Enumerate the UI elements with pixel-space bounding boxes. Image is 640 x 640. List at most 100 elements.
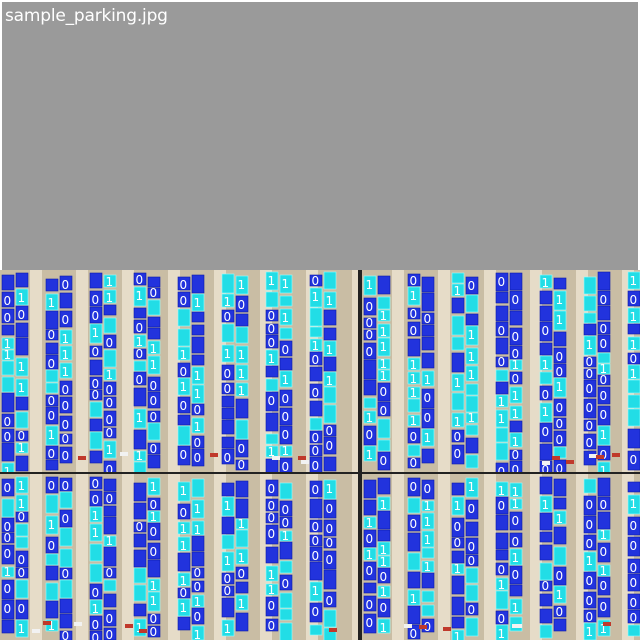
detection-box-occupied: 1 bbox=[15, 476, 29, 494]
detection-box-occupied: 1 bbox=[191, 520, 205, 537]
detection-class-label: 0 bbox=[410, 517, 418, 531]
detection-box-empty: 0 bbox=[191, 435, 205, 450]
detection-box-empty bbox=[15, 337, 29, 356]
detection-box-occupied: 1 bbox=[147, 340, 161, 356]
detection-class-label: 0 bbox=[268, 336, 276, 350]
detection-box-empty: 0 bbox=[103, 426, 117, 440]
detection-class-label: 0 bbox=[62, 432, 70, 446]
detection-class-label: 0 bbox=[48, 447, 56, 461]
detection-box-occupied: 1 bbox=[627, 336, 640, 352]
detection-box-occupied bbox=[221, 534, 235, 550]
detection-class-label: 1 bbox=[194, 502, 202, 516]
detection-class-label: 0 bbox=[106, 566, 114, 580]
detection-class-label: 0 bbox=[498, 355, 506, 369]
detection-class-label: 0 bbox=[586, 537, 594, 551]
detection-class-label: 0 bbox=[194, 566, 202, 580]
detection-class-label: 1 bbox=[380, 369, 388, 383]
detection-class-label: 1 bbox=[224, 347, 232, 361]
detection-box-occupied: 1 bbox=[553, 585, 567, 604]
detection-class-label: 0 bbox=[180, 278, 188, 292]
detection-box-empty bbox=[627, 481, 640, 493]
detection-class-label: 1 bbox=[194, 523, 202, 537]
detection-class-label: 0 bbox=[468, 279, 476, 293]
detection-box-empty: 0 bbox=[265, 322, 279, 336]
detection-class-label: 1 bbox=[498, 412, 506, 426]
detection-box-occupied: 1 bbox=[1, 337, 15, 351]
detection-class-label: 0 bbox=[454, 447, 462, 461]
detection-class-label: 0 bbox=[48, 409, 56, 423]
vehicle-mark bbox=[32, 629, 40, 633]
detection-box-occupied: 1 bbox=[265, 271, 279, 291]
detection-class-label: 1 bbox=[282, 444, 290, 458]
detection-class-label: 0 bbox=[150, 612, 158, 626]
detection-class-label: 1 bbox=[4, 465, 12, 472]
detection-box-empty bbox=[451, 482, 465, 496]
detection-box-occupied: 1 bbox=[465, 325, 479, 346]
detection-box-occupied: 1 bbox=[539, 402, 553, 423]
detection-class-label: 0 bbox=[150, 410, 158, 424]
detection-class-label: 0 bbox=[600, 600, 608, 614]
detection-box-empty: 0 bbox=[147, 497, 161, 512]
detection-class-label: 1 bbox=[380, 555, 388, 569]
detection-box-occupied bbox=[89, 401, 103, 418]
detection-box-occupied: 1 bbox=[177, 598, 191, 617]
detection-class-label: 0 bbox=[4, 547, 12, 561]
detection-box-occupied: 1 bbox=[103, 368, 117, 382]
detection-box-empty bbox=[451, 550, 465, 564]
driving-lane bbox=[76, 474, 88, 640]
detection-box-empty: 0 bbox=[177, 291, 191, 308]
detection-box-empty: 0 bbox=[133, 520, 147, 534]
detection-box-empty bbox=[421, 572, 435, 589]
detection-box-empty bbox=[363, 359, 377, 380]
detection-box-empty: 0 bbox=[103, 334, 117, 350]
detection-class-label: 0 bbox=[600, 293, 608, 307]
detection-box-empty bbox=[147, 454, 161, 469]
detection-class-label: 0 bbox=[136, 321, 144, 335]
vehicle-mark bbox=[542, 461, 550, 465]
detection-box-empty: 0 bbox=[309, 519, 323, 534]
detection-class-label: 0 bbox=[512, 372, 520, 386]
detection-box-empty bbox=[279, 541, 293, 560]
detection-box-occupied: 1 bbox=[177, 521, 191, 536]
detection-box-empty: 0 bbox=[1, 291, 15, 308]
detection-class-label: 0 bbox=[62, 567, 70, 581]
detection-box-occupied bbox=[1, 360, 15, 376]
detection-box-occupied: 1 bbox=[509, 386, 523, 404]
detection-box-empty bbox=[363, 479, 377, 499]
detection-class-label: 1 bbox=[4, 348, 12, 362]
detection-box-empty bbox=[265, 546, 279, 564]
detection-class-label: 0 bbox=[586, 419, 594, 433]
detection-box-occupied: 1 bbox=[89, 523, 103, 542]
detection-box-occupied: 1 bbox=[15, 288, 29, 306]
detection-box-empty: 0 bbox=[147, 391, 161, 409]
detection-box-empty: 0 bbox=[59, 415, 73, 432]
detection-box-empty bbox=[221, 395, 235, 408]
detection-box-empty: 0 bbox=[265, 391, 279, 412]
detection-class-label: 1 bbox=[380, 357, 388, 371]
detection-class-label: 0 bbox=[282, 392, 290, 406]
detection-box-occupied: 1 bbox=[363, 275, 377, 296]
detection-class-label: 1 bbox=[630, 367, 638, 381]
detection-class-label: 0 bbox=[600, 373, 608, 387]
detection-box-empty: 0 bbox=[221, 309, 235, 324]
driving-lane bbox=[122, 474, 134, 640]
detection-box-empty: 0 bbox=[509, 290, 523, 311]
detection-box-empty bbox=[15, 322, 29, 338]
detection-class-label: 1 bbox=[410, 592, 418, 606]
detection-box-empty: 0 bbox=[407, 321, 421, 338]
detection-class-label: 0 bbox=[600, 408, 608, 422]
detection-class-label: 0 bbox=[600, 389, 608, 403]
detection-class-label: 1 bbox=[150, 579, 158, 593]
detection-class-label: 1 bbox=[18, 360, 26, 374]
detection-box-occupied bbox=[309, 417, 323, 431]
detection-box-empty: 0 bbox=[627, 352, 640, 366]
detection-class-label: 1 bbox=[630, 310, 638, 324]
detection-box-occupied bbox=[539, 371, 553, 385]
detection-box-empty bbox=[265, 365, 279, 378]
detection-box-occupied bbox=[45, 553, 59, 566]
detection-box-occupied bbox=[583, 295, 597, 312]
detection-box-empty: 0 bbox=[323, 550, 337, 570]
detection-box-empty: 0 bbox=[1, 308, 15, 325]
detection-class-label: 1 bbox=[194, 369, 202, 383]
detection-class-label: 0 bbox=[326, 424, 334, 438]
